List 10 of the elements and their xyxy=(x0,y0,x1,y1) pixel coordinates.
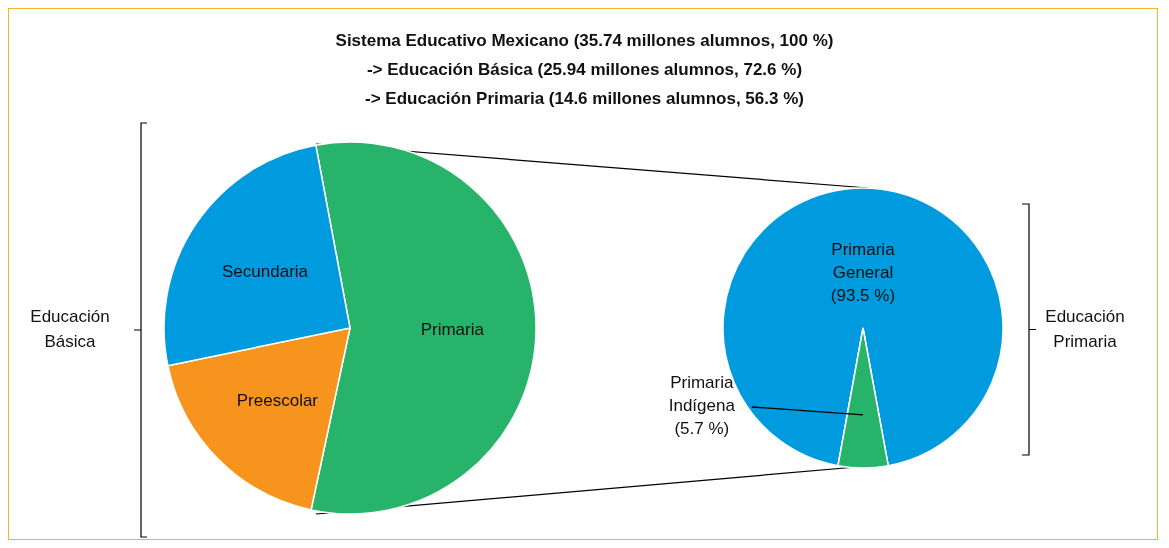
data-label: (93.5 %) xyxy=(830,286,896,305)
slice-label: Secundaria xyxy=(222,262,309,281)
data-label: (5.7 %) xyxy=(674,419,730,438)
text: Educación Primaria xyxy=(1044,305,1126,353)
slice-label: Primaria General xyxy=(831,240,896,282)
slice-label: Primaria Indígena xyxy=(668,373,736,415)
slice-label: Primaria xyxy=(420,320,485,340)
slice-label: Preescolar xyxy=(236,391,319,411)
text: Educación Básica xyxy=(29,306,111,353)
text: Sistema Educativo Mexicano (35.74 millones alumnos, 100 %) -> Educación Básica (25.94 millones alumnos, 72.6 %) -> Educación Primaria (14.6 millones alumnos, 56.3 %) xyxy=(334,30,835,110)
